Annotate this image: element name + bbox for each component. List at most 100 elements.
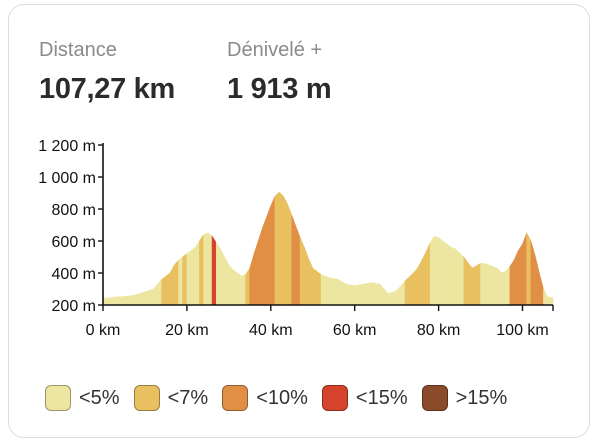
elevation-gain-value: 1 913 m [227,73,332,105]
profile-segment [480,263,486,306]
x-tick-label: 80 km [417,322,461,339]
profile-segment [534,255,540,306]
legend-item: <7% [133,385,209,411]
profile-segment [174,259,179,306]
profile-segment [450,246,456,306]
profile-segment [236,272,242,306]
profile-segment [115,295,129,306]
profile-segment [505,265,511,306]
profile-segment [346,283,356,306]
legend-label: <5% [79,386,120,409]
legend-swatch [133,385,160,411]
profile-segment [383,288,389,306]
distance-stat: Distance 107,27 km [39,39,175,106]
profile-segment [194,239,200,306]
legend-swatch [45,385,71,411]
legend-item: >15% [421,385,508,411]
distance-label: Distance [39,39,117,61]
profile-segment [538,272,544,306]
profile-segment [429,235,435,306]
profile-segment [518,243,523,306]
grade-legend: <5% <7% <10% <15% >15% [45,380,521,416]
profile-segment [354,283,364,306]
legend-swatch [421,385,448,411]
profile-segment [379,283,385,306]
y-tick-label: 1 200 m [38,138,96,155]
profile-segment [471,262,481,306]
profile-segment [312,267,322,306]
distance-value: 107,27 km [39,73,175,105]
profile-segment [211,235,217,306]
profile-segment [404,272,414,306]
elevation-gain-label: Dénivelé + [227,39,323,61]
x-tick-label: 60 km [333,322,377,339]
profile-segment [513,250,519,306]
x-tick-label: 20 km [165,322,209,339]
profile-segment [501,270,507,306]
y-tick-label: 400 m [52,266,96,283]
x-tick-label: 0 km [86,322,121,339]
profile-segment [522,232,527,306]
profile-segment [274,191,280,306]
profile-segment [446,243,452,306]
profile-segment [438,237,444,306]
profile-segment [178,256,184,306]
legend-label: <7% [167,386,209,409]
profile-segment [257,228,263,306]
profile-segment [245,267,251,306]
profile-segment [232,269,238,306]
profile-segment [371,282,381,306]
profile-segment [262,216,267,306]
profile-segment [270,196,276,306]
profile-segment [220,248,225,306]
profile-segment [421,252,427,306]
profile-segment [249,253,255,306]
profile-segment [291,215,297,306]
profile-segment [329,277,339,306]
profile-segment [266,205,272,306]
legend-label: <15% [355,386,408,409]
profile-segment [337,278,347,306]
profile-segment [396,280,406,306]
profile-segment [278,191,284,306]
profile-segment [207,232,213,306]
y-tick-label: 800 m [52,202,96,219]
profile-segment [161,272,171,306]
y-tick-label: 1 000 m [38,170,96,187]
profile-segment [463,256,473,306]
profile-segment [308,258,314,306]
elevation-gain-stat: Dénivelé + 1 913 m [227,39,332,106]
profile-segment [362,282,372,306]
profile-segment [283,196,288,306]
profile-segment [127,294,137,306]
legend-item: <5% [45,385,120,411]
legend-item: <10% [222,385,308,411]
profile-segment [387,290,397,306]
profile-segment [136,288,154,306]
legend-swatch [222,385,249,411]
elevation-card: Distance 107,27 km Dénivelé + 1 913 m <5… [8,4,590,438]
axes: 200 m 400 m 600 m 800 m 1 000 m 1 200 m 0 km 20… [38,138,554,339]
profile-segment [253,240,259,306]
profile-segment [287,204,293,306]
profile-segment [526,232,532,306]
y-tick-label: 200 m [52,298,96,315]
profile-segment [169,264,175,306]
profile-segment [153,278,163,306]
profile-segment [434,235,439,306]
profile-segment [543,288,548,306]
profile-segment [530,240,536,306]
profile-segment [320,274,330,306]
profile-segment [484,262,490,306]
profile-segment [203,232,209,306]
x-tick-label: 100 km [496,322,548,339]
profile-segment [509,259,515,306]
profile-segment [295,226,301,306]
profile-segment [488,264,494,306]
profile-segment [442,240,448,306]
profile-segment [182,253,188,306]
legend-label: >15% [455,386,508,409]
profile-segment [102,296,116,306]
profile-segment [547,296,554,306]
